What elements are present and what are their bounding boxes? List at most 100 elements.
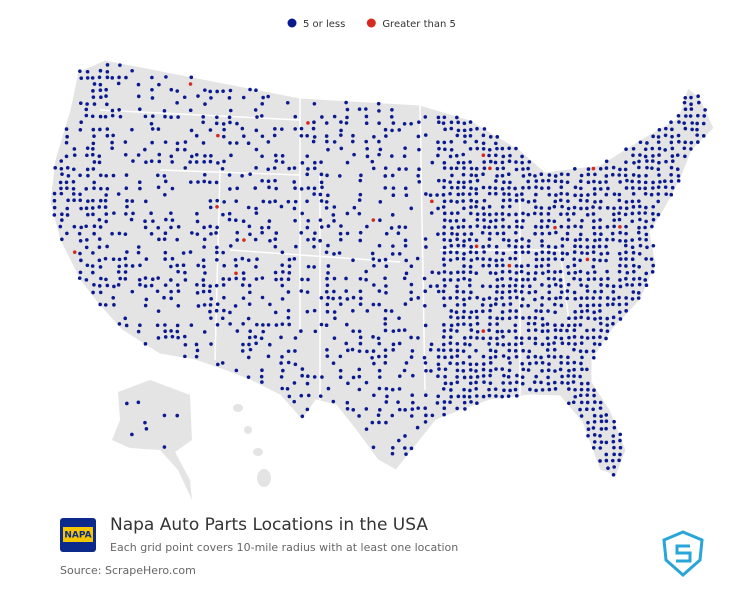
location-dot bbox=[507, 329, 511, 333]
location-dot bbox=[136, 400, 141, 405]
location-dot bbox=[638, 204, 642, 209]
location-dot bbox=[345, 160, 350, 165]
location-dot bbox=[592, 270, 597, 274]
location-dot bbox=[481, 141, 486, 146]
location-dot bbox=[598, 321, 603, 326]
location-dot bbox=[78, 251, 82, 256]
map-alaska bbox=[112, 380, 192, 500]
location-dot bbox=[566, 264, 570, 269]
location-dot bbox=[572, 367, 576, 372]
location-dot bbox=[599, 199, 603, 204]
location-dot bbox=[502, 180, 506, 185]
location-dot bbox=[169, 264, 173, 269]
location-dot bbox=[144, 199, 148, 204]
location-dot bbox=[443, 355, 447, 360]
location-dot bbox=[279, 277, 284, 281]
location-dot bbox=[254, 128, 259, 133]
location-dot bbox=[553, 199, 558, 204]
location-dot bbox=[468, 315, 472, 320]
location-dot bbox=[493, 302, 498, 306]
location-dot bbox=[480, 303, 485, 307]
location-dot bbox=[637, 264, 641, 269]
location-dot bbox=[260, 380, 264, 384]
location-dot bbox=[105, 244, 109, 249]
location-dot bbox=[644, 237, 648, 242]
location-dot bbox=[58, 224, 63, 229]
location-dot bbox=[175, 263, 180, 268]
location-dot bbox=[293, 186, 297, 190]
location-dot bbox=[293, 336, 298, 340]
location-dot bbox=[235, 121, 239, 126]
location-dot bbox=[508, 388, 512, 393]
location-dot bbox=[637, 180, 641, 184]
location-dot bbox=[657, 173, 661, 177]
location-dot bbox=[325, 139, 329, 144]
location-dot bbox=[279, 204, 284, 209]
location-dot bbox=[411, 400, 415, 405]
location-dot bbox=[481, 297, 486, 302]
location-dot bbox=[663, 133, 668, 138]
location-dot bbox=[462, 128, 467, 133]
location-dot bbox=[519, 290, 524, 294]
location-dot bbox=[520, 250, 525, 254]
location-dot bbox=[194, 160, 199, 164]
location-dot bbox=[592, 277, 597, 281]
location-dot bbox=[533, 289, 538, 294]
location-dot bbox=[448, 258, 453, 262]
location-dot bbox=[469, 211, 473, 216]
location-dot bbox=[169, 225, 173, 230]
location-dot bbox=[378, 408, 382, 412]
location-dot bbox=[345, 231, 350, 236]
location-dot bbox=[164, 75, 168, 79]
location-dot bbox=[508, 276, 513, 281]
location-dot bbox=[488, 355, 493, 360]
location-dot bbox=[383, 174, 388, 178]
location-dot bbox=[579, 173, 584, 178]
location-dot bbox=[397, 341, 402, 346]
location-dot bbox=[318, 192, 323, 197]
location-dot bbox=[292, 206, 297, 211]
location-dot bbox=[502, 373, 506, 378]
location-dot bbox=[65, 206, 70, 211]
location-dot bbox=[501, 198, 506, 203]
location-dot bbox=[390, 252, 395, 256]
location-dot bbox=[123, 256, 128, 261]
location-dot bbox=[409, 264, 414, 269]
location-dot bbox=[495, 277, 500, 282]
location-dot bbox=[631, 146, 636, 151]
location-dot bbox=[632, 160, 636, 165]
location-dot bbox=[78, 198, 83, 203]
location-dot bbox=[547, 173, 552, 177]
location-dot bbox=[546, 186, 551, 190]
location-dot bbox=[280, 250, 285, 255]
location-dot bbox=[632, 269, 636, 274]
location-dot bbox=[500, 290, 505, 295]
location-dot bbox=[60, 172, 64, 176]
location-dot bbox=[390, 387, 395, 392]
location-dot bbox=[242, 277, 246, 281]
location-dot bbox=[540, 257, 545, 262]
location-dot bbox=[332, 205, 337, 209]
location-dot bbox=[274, 277, 278, 282]
location-dot bbox=[690, 121, 695, 125]
location-dot bbox=[545, 336, 550, 340]
location-dot bbox=[456, 160, 461, 165]
location-dot bbox=[519, 341, 524, 346]
location-dot bbox=[526, 328, 531, 333]
location-dot bbox=[91, 127, 96, 132]
location-dot bbox=[326, 295, 330, 300]
location-dot bbox=[586, 193, 590, 197]
location-dot bbox=[391, 348, 395, 352]
location-dot bbox=[585, 400, 590, 405]
location-dot bbox=[534, 361, 539, 365]
location-dot bbox=[221, 212, 225, 217]
location-dot bbox=[357, 349, 362, 353]
location-dot bbox=[572, 263, 577, 268]
location-dot bbox=[552, 347, 557, 352]
location-dot bbox=[494, 153, 498, 158]
location-dot bbox=[462, 264, 466, 268]
location-dot bbox=[383, 361, 388, 365]
location-dot bbox=[391, 186, 396, 190]
location-dot bbox=[669, 179, 674, 184]
location-dot bbox=[194, 133, 199, 138]
